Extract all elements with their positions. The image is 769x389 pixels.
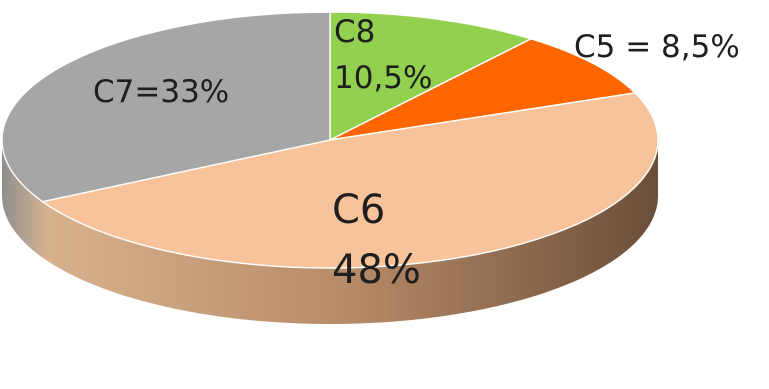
pie-slice-label-c6: C6 48%: [332, 187, 421, 293]
pie-slice-label-c8: C8 10,5%: [334, 14, 432, 96]
pie-slice-c6: [40, 92, 659, 269]
pie-side-band: [2, 140, 658, 324]
pie-slice-c7: [1, 11, 331, 203]
pie-side-layer: [2, 140, 658, 324]
pie-slice-label-c7: C7=33%: [93, 74, 229, 110]
pie-slice-c8: [329, 11, 533, 142]
pie-slice-c5: [329, 38, 637, 141]
pie-slice-label-c5: C5 = 8,5%: [574, 29, 740, 65]
pie-label-layer: C8 10,5% C5 = 8,5% C6 48% C7=33%: [93, 14, 740, 293]
pie-top-layer: [1, 11, 659, 269]
